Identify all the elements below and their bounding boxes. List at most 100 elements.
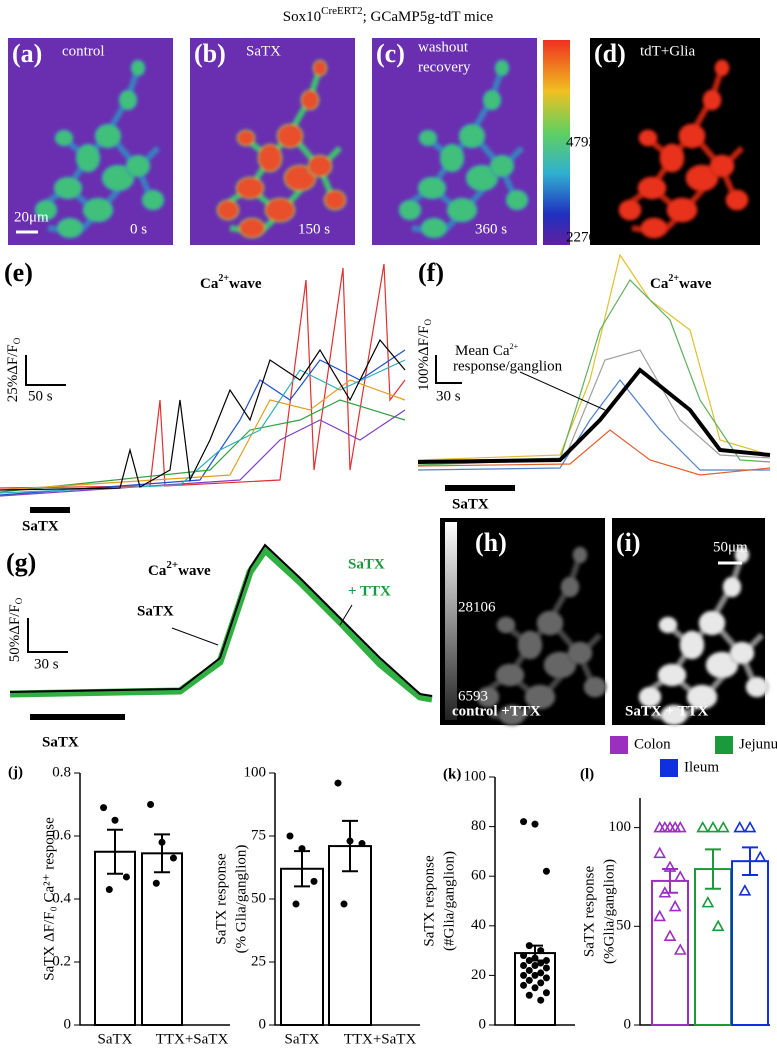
panel-c: (c) washout recovery 360 s 4793 2276	[372, 38, 597, 245]
wave-label: Ca2+wave	[148, 559, 211, 580]
mean-label: response/ganglion	[453, 358, 563, 374]
y-tick-label: 25	[251, 953, 266, 969]
caption: tdT+Glia	[640, 43, 695, 59]
t: wave	[178, 563, 211, 579]
title-sup: CreERT2	[321, 5, 363, 17]
data-point	[716, 820, 730, 833]
data-point	[111, 816, 119, 824]
trace	[9, 544, 433, 703]
panel-label: (k)	[443, 766, 461, 782]
t: 2+	[218, 273, 229, 284]
data-point	[520, 952, 528, 960]
data-point	[525, 957, 533, 965]
y-tick-label: 20	[471, 967, 486, 983]
trace	[0, 359, 406, 494]
scale-y: 25%ΔF/FO	[5, 337, 22, 402]
data-point	[310, 877, 318, 885]
bar-chart: 0 25 50 75 100 SaTX response (% Glia/ganglion)…	[213, 764, 420, 1047]
bar-chart: 0 20 40 60 80 100 SaTX response (#Glia/ganglion…	[421, 766, 575, 1032]
panel-label: (l)	[580, 766, 594, 782]
y-tick-label: 60	[471, 868, 486, 884]
data-point	[531, 820, 539, 828]
data-point	[542, 957, 550, 965]
trace	[0, 399, 406, 493]
data-point	[706, 820, 720, 833]
panel-label: (i)	[616, 528, 641, 557]
data-point	[668, 899, 682, 912]
data-point	[663, 860, 677, 872]
data-point	[158, 838, 166, 846]
panel-label: (g)	[6, 548, 36, 577]
panel-b: (b) SaTX 150 s	[190, 38, 355, 245]
t: 100%ΔF/F	[416, 326, 432, 392]
y-tick-label: 75	[251, 827, 266, 843]
data-point	[531, 954, 539, 962]
panel-a: (a) control 20μm 0 s	[8, 38, 173, 245]
legend-swatch	[610, 736, 628, 754]
panel-g: (g) Ca2+wave 50%ΔF/FO 30 s SaTX SaTX + T…	[6, 543, 433, 750]
panel-label: (h)	[475, 528, 507, 557]
panel-e: (e) Ca2+wave 25%ΔF/FO 50 s SaTX	[0, 258, 406, 534]
error-bar	[342, 819, 358, 873]
y-axis-label: (#Glia/ganglion)	[441, 851, 457, 951]
x-tick-label: SaTX	[98, 1031, 133, 1047]
data-point	[292, 900, 300, 908]
figure-title: Sox10CreERT2; GCaMP5g-tdT mice	[283, 5, 494, 26]
t: Ca	[650, 276, 669, 292]
colorbar	[445, 522, 457, 720]
y-tick-label: 100	[464, 768, 487, 784]
legend-label: Ileum	[684, 759, 719, 775]
trace	[417, 349, 771, 463]
scale-label: 20μm	[14, 209, 49, 225]
y-axis-label: (% Glia/ganglion)	[233, 845, 249, 954]
data-point	[358, 840, 366, 848]
caption: SaTX + TTX	[625, 703, 708, 719]
data-point	[525, 966, 533, 974]
y-tick-label: 0	[64, 1016, 72, 1032]
y-tick-label: 100	[609, 819, 632, 835]
data-point	[340, 900, 348, 908]
data-point	[334, 779, 342, 787]
t: O	[14, 597, 24, 604]
data-point	[537, 947, 545, 955]
legend-label: Colon	[634, 736, 671, 752]
trace	[0, 338, 406, 491]
scale-bar	[25, 355, 66, 386]
data-point	[152, 879, 160, 887]
trace	[9, 543, 433, 697]
data-point	[531, 971, 539, 979]
data-point	[525, 976, 533, 984]
data-point	[537, 969, 545, 977]
data-point	[653, 909, 667, 922]
data-point	[658, 820, 672, 833]
error-bar	[662, 868, 678, 894]
colorbar	[543, 40, 570, 245]
y-tick-label: 0	[259, 1016, 267, 1032]
data-point	[542, 867, 550, 875]
y-axis-label: SaTX response	[421, 855, 437, 947]
y-tick-label: 40	[471, 917, 486, 933]
bar-chart: 0 50 100 SaTX response (%Glia/ganglion) (l) Co…	[580, 736, 777, 1032]
scale-y: 100%ΔF/FO	[416, 319, 433, 392]
data-point	[525, 991, 533, 999]
drug-label: SaTX	[22, 518, 59, 534]
trace-label: SaTX	[348, 556, 385, 572]
caption: washout	[418, 39, 469, 55]
y-tick-label: 100	[244, 764, 267, 780]
x-tick-label: TTX+SaTX	[344, 1031, 417, 1047]
caption: control +TTX	[452, 703, 541, 719]
data-point	[733, 820, 747, 833]
data-point	[753, 850, 767, 863]
data-point	[711, 919, 725, 932]
data-point	[738, 884, 752, 896]
wave-label: Ca2+wave	[200, 273, 262, 292]
trace	[0, 379, 406, 491]
data-point	[169, 854, 177, 862]
caption: SaTX	[246, 43, 281, 59]
bar	[694, 868, 732, 1026]
colorbar-tick: 6593	[458, 688, 488, 704]
data-point	[531, 961, 539, 969]
bar	[731, 860, 769, 1026]
y-tick-label: 0.6	[52, 827, 71, 843]
data-point	[542, 974, 550, 982]
